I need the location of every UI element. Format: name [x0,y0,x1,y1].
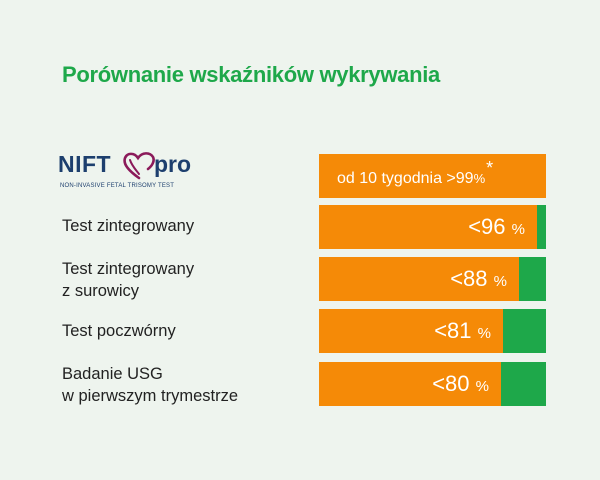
row-label: Badanie USG w pierwszym trymestrze [62,365,239,405]
heart-icon [123,152,155,180]
bar-test-poczworny: <81 % [319,309,546,353]
bar-value-label: <81 % [434,318,491,343]
nifty-pro-logo: NIFT pro NON-INVASIVE FETAL TRISOMY TEST [58,151,208,193]
bar-fill [319,154,546,198]
bar-nifty-pro: od 10 tygodnia >99%* [319,154,546,198]
bar-fill [319,257,519,301]
bar-value-label: <80 % [432,371,489,396]
bar-test-zintegrowany-z-surowicy: <88 % [319,257,546,301]
row-label: Test zintegrowany z surowicy [62,260,195,300]
bar-test-zintegrowany: <96 % [319,205,546,249]
bar-fill [319,362,501,406]
logo-subtitle: NON-INVASIVE FETAL TRISOMY TEST [60,183,175,189]
bar-value-label: <88 % [450,266,507,291]
bar-value-label: <96 % [468,214,525,239]
logo-text: NIFT [58,151,112,177]
chart-title: Porównanie wskaźników wykrywania [62,62,440,87]
bar-fill [319,205,537,249]
bar-fill [319,309,503,353]
logo-pro-text: pro [154,151,192,177]
row-label: Test poczwórny [62,322,176,340]
bar-value-label: od 10 tygodnia >99%* [337,158,494,187]
row-label: Test zintegrowany [62,217,195,235]
bar-badanie-usg: <80 % [319,362,546,406]
